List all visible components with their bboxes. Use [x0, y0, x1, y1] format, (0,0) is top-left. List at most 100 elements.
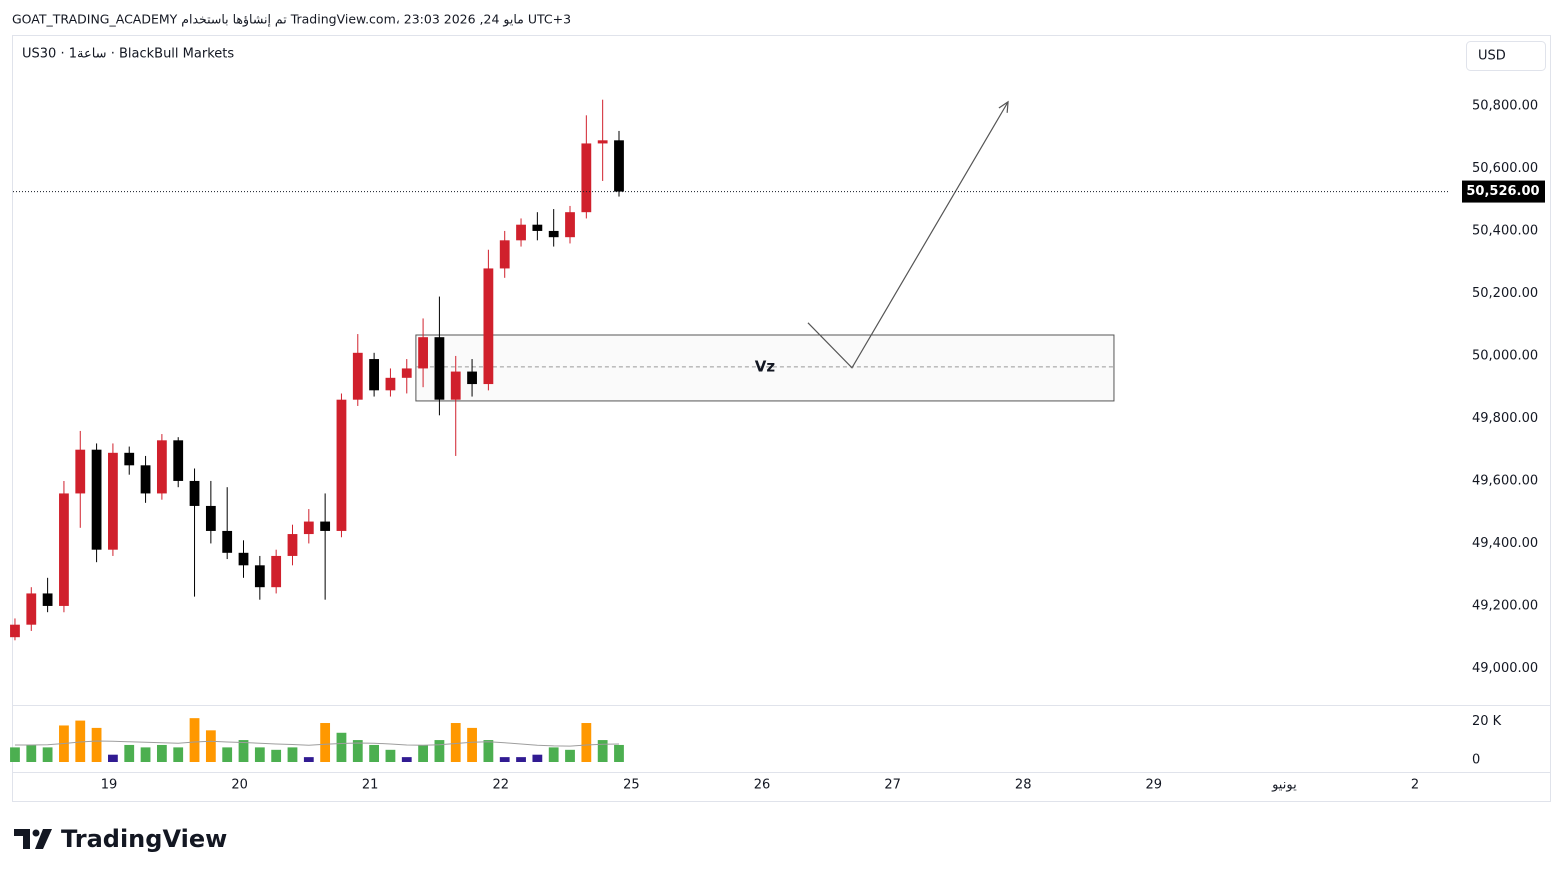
candle-body — [238, 552, 249, 566]
volume-bar — [271, 749, 282, 762]
candle-body — [385, 377, 396, 391]
arrow-line — [807, 101, 1009, 369]
volume-bar — [10, 747, 20, 762]
currency-button[interactable] — [1466, 41, 1546, 71]
candle-body — [287, 534, 298, 556]
volume-bar — [352, 740, 363, 762]
volume-bar — [614, 744, 624, 762]
volume-tick-label: 20 K — [1472, 714, 1502, 729]
y-tick-label: 50,400.00 — [1472, 223, 1538, 238]
x-tick-label: 27 — [884, 778, 901, 793]
candle-body — [565, 212, 575, 238]
volume-tick-label: 0 — [1472, 753, 1480, 768]
volume-bar — [108, 754, 118, 762]
volume-bar — [303, 757, 314, 762]
volume-bar — [140, 747, 151, 762]
y-tick-label: 49,400.00 — [1472, 536, 1538, 551]
logo-icon — [35, 829, 52, 849]
candle-body — [75, 449, 86, 494]
volume-bar — [336, 732, 347, 762]
volume-bar — [565, 749, 575, 762]
y-tick-label: 49,600.00 — [1472, 473, 1538, 488]
y-tick-label: 50,000.00 — [1472, 348, 1538, 363]
volume-bar — [320, 723, 331, 762]
candle-body — [140, 465, 151, 494]
volume-bar — [548, 747, 559, 762]
arrow-head — [998, 100, 1009, 113]
candle-body — [401, 368, 412, 378]
y-tick-label: 49,200.00 — [1472, 598, 1538, 613]
volume-bar — [222, 747, 233, 762]
volume-bar — [434, 740, 445, 762]
y-tick-label: 50,800.00 — [1472, 98, 1538, 113]
volume-bar — [238, 740, 249, 762]
volume-bar — [124, 744, 135, 762]
chart-frame — [12, 35, 1551, 802]
candle-body — [173, 440, 184, 481]
volume-bar — [156, 744, 167, 762]
logo-icon — [32, 829, 40, 837]
brand: TradingView — [61, 825, 227, 853]
candle-body — [156, 440, 167, 494]
volume-bar — [287, 747, 298, 762]
candle-body — [450, 371, 461, 400]
volume-bar — [516, 757, 526, 762]
volume-bar — [26, 744, 37, 762]
currency-label[interactable]: USD — [1478, 49, 1506, 64]
candle-body — [614, 140, 624, 192]
x-tick-label: 26 — [754, 778, 771, 793]
candle-body — [189, 480, 200, 506]
volume-bar — [401, 757, 412, 762]
candle-body — [581, 143, 592, 213]
candle-body — [303, 521, 314, 535]
volume-bar — [75, 720, 86, 762]
candle-body — [483, 268, 494, 385]
last-price-label: 50,526.00 — [1466, 184, 1539, 199]
volume-ma — [14, 740, 619, 747]
y-tick-label: 50,600.00 — [1472, 161, 1538, 176]
candle-body — [516, 224, 526, 241]
x-tick-label: 29 — [1146, 778, 1163, 793]
x-tick-label: 25 — [623, 778, 640, 793]
y-tick-label: 49,800.00 — [1472, 411, 1538, 426]
caption: GOAT_TRADING_ACADEMY تم إنشاؤها باستخدام… — [12, 12, 571, 28]
volume-bar — [483, 740, 494, 762]
x-tick-label: يونيو — [1271, 778, 1297, 793]
candle-body — [91, 449, 102, 550]
candle-body — [108, 452, 118, 550]
volume-bar — [499, 757, 510, 762]
volume-bar — [91, 727, 102, 762]
candle-body — [548, 230, 559, 238]
y-tick-label: 50,200.00 — [1472, 286, 1538, 301]
volume-bar — [385, 749, 396, 762]
candle-body — [205, 505, 216, 531]
candle-body — [418, 337, 428, 369]
x-tick-label: 19 — [101, 778, 118, 793]
candle-body — [336, 399, 347, 531]
candle-body — [352, 352, 363, 400]
candle-body — [42, 593, 53, 606]
logo: TradingView — [14, 825, 227, 853]
volume-bar — [369, 744, 380, 762]
candle-body — [532, 224, 543, 231]
candle-body — [499, 240, 510, 269]
volume-bar — [467, 727, 477, 762]
candle-body — [597, 140, 608, 144]
candle-body — [369, 359, 380, 391]
x-tick-label: 2 — [1411, 778, 1419, 793]
candle-body — [254, 565, 265, 588]
x-tick-label: 22 — [493, 778, 510, 793]
volume-bar — [42, 747, 53, 762]
x-tick-label: 28 — [1015, 778, 1032, 793]
candle-body — [26, 593, 37, 625]
volume-bar — [254, 747, 265, 762]
volume-bar — [532, 754, 543, 762]
candle-body — [320, 521, 331, 531]
x-tick-label: 20 — [231, 778, 248, 793]
volume-bar — [450, 723, 461, 762]
candle-body — [59, 493, 69, 606]
volume-bar — [597, 740, 608, 762]
zone-label: Vz — [755, 357, 776, 375]
